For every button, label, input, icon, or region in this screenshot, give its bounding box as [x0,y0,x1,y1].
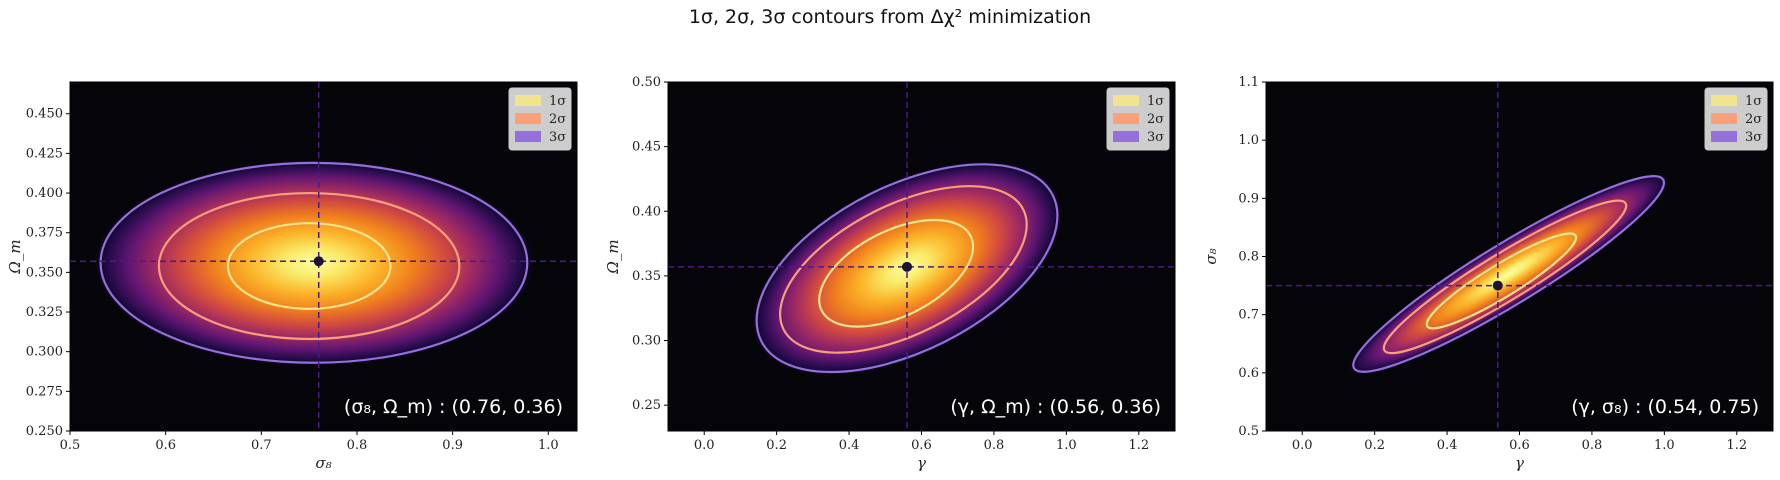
y-tick-label: 0.50 [632,75,661,90]
x-tick-label: 0.2 [766,438,787,453]
contour-3σ [1352,175,1666,373]
y-tick-label: 0.300 [26,345,63,360]
figure-title: 1σ, 2σ, 3σ contours from Δχ² minimizatio… [688,6,1092,28]
legend-label: 3σ [1745,130,1762,145]
y-tick-label: 0.9 [1238,191,1259,206]
x-tick-label: 0.0 [1292,438,1313,453]
y-axis-label: Ω_m [6,239,24,274]
contour-2σ [157,191,461,341]
contour-1σ [1425,232,1578,330]
x-tick-label: 0.2 [1364,438,1385,453]
x-tick-label: 0.4 [839,438,860,453]
best-fit-marker [1492,280,1503,291]
x-tick-label: 0.5 [60,438,81,453]
y-tick-label: 1.0 [1238,133,1259,148]
x-tick-label: 0.8 [347,438,368,453]
y-tick-label: 0.35 [632,269,661,284]
y-tick-label: 0.325 [26,305,63,320]
contour-1σ [226,222,392,310]
legend: 1σ 2σ 3σ [1106,87,1170,151]
y-tick-label: 0.6 [1238,366,1259,381]
x-tick-label: 1.0 [1056,438,1077,453]
x-tick-label: 1.0 [538,438,559,453]
best-fit-marker [902,261,913,272]
best-fit-marker [313,256,324,267]
x-tick-label: 0.7 [251,438,272,453]
panel-1: 0.5 0.6 0.7 0.8 0.9 1.0 0.250 0.275 0.300 0.325 0.… [6,81,578,472]
contour-2σ [778,185,1028,354]
y-tick-label: 0.8 [1238,250,1259,265]
y-tick-label: 0.250 [26,424,63,439]
legend-swatch-3σ [515,131,541,142]
y-axis-label: Ω_m [604,239,622,274]
x-axis-label: γ [917,454,926,472]
y-tick-label: 0.275 [26,384,63,399]
x-tick-label: 0.6 [155,438,176,453]
legend-label: 2σ [1147,112,1164,127]
best-fit-annotation: (γ, σ₈) : (0.54, 0.75) [1571,396,1759,418]
y-tick-label: 0.45 [632,140,661,155]
x-tick-label: 0.4 [1437,438,1458,453]
y-tick-label: 1.1 [1238,75,1259,90]
legend-label: 1σ [1745,94,1762,109]
panel-3: 0.0 0.2 0.4 0.6 0.8 1.0 1.2 0.5 0.6 0.7 0.8 0.9 1.0 1… [1202,75,1774,472]
legend-label: 2σ [1745,112,1762,127]
y-tick-label: 0.30 [632,334,661,349]
legend-swatch-2σ [1711,113,1737,124]
contour-3σ [755,163,1059,374]
legend-label: 1σ [549,94,566,109]
legend-swatch-1σ [1711,95,1737,106]
x-tick-label: 0.6 [1509,438,1530,453]
legend-swatch-3σ [1113,131,1139,142]
x-tick-label: 1.2 [1128,438,1149,453]
legend-label: 3σ [549,130,566,145]
x-tick-label: 0.0 [694,438,715,453]
y-tick-label: 0.400 [26,186,63,201]
best-fit-annotation: (σ₈, Ω_m) : (0.76, 0.36) [344,396,563,418]
x-tick-label: 0.8 [984,438,1005,453]
contour-2σ [1382,199,1628,355]
y-tick-label: 0.25 [632,398,661,413]
legend-label: 3σ [1147,130,1164,145]
x-tick-label: 1.0 [1654,438,1675,453]
y-tick-label: 0.450 [26,107,63,122]
legend-swatch-3σ [1711,131,1737,142]
legend-label: 1σ [1147,94,1164,109]
y-tick-label: 0.7 [1238,308,1259,323]
y-tick-label: 0.5 [1238,424,1259,439]
legend: 1σ 2σ 3σ [1704,87,1768,151]
legend: 1σ 2σ 3σ [508,87,572,151]
x-axis-label: γ [1515,454,1524,472]
contour-3σ [99,161,529,364]
y-tick-label: 0.375 [26,226,63,241]
legend-swatch-2σ [1113,113,1139,124]
density-fill [1348,173,1669,375]
legend-swatch-2σ [515,113,541,124]
plot-frame [69,81,578,432]
best-fit-annotation: (γ, Ω_m) : (0.56, 0.36) [950,396,1161,418]
y-tick-label: 0.40 [632,204,661,219]
y-tick-label: 0.425 [26,146,63,161]
legend-label: 2σ [549,112,566,127]
x-axis-label: σ₈ [315,454,331,472]
x-tick-label: 0.6 [911,438,932,453]
panel-2: 0.0 0.2 0.4 0.6 0.8 1.0 1.2 0.25 0.30 0.35 0.40 0.4… [604,75,1176,472]
contour-1σ [818,218,975,328]
y-axis-label: σ₈ [1202,248,1220,264]
y-tick-label: 0.350 [26,265,63,280]
x-tick-label: 0.9 [442,438,463,453]
x-tick-label: 1.2 [1726,438,1747,453]
legend-swatch-1σ [515,95,541,106]
x-tick-label: 0.8 [1582,438,1603,453]
legend-swatch-1σ [1113,95,1139,106]
